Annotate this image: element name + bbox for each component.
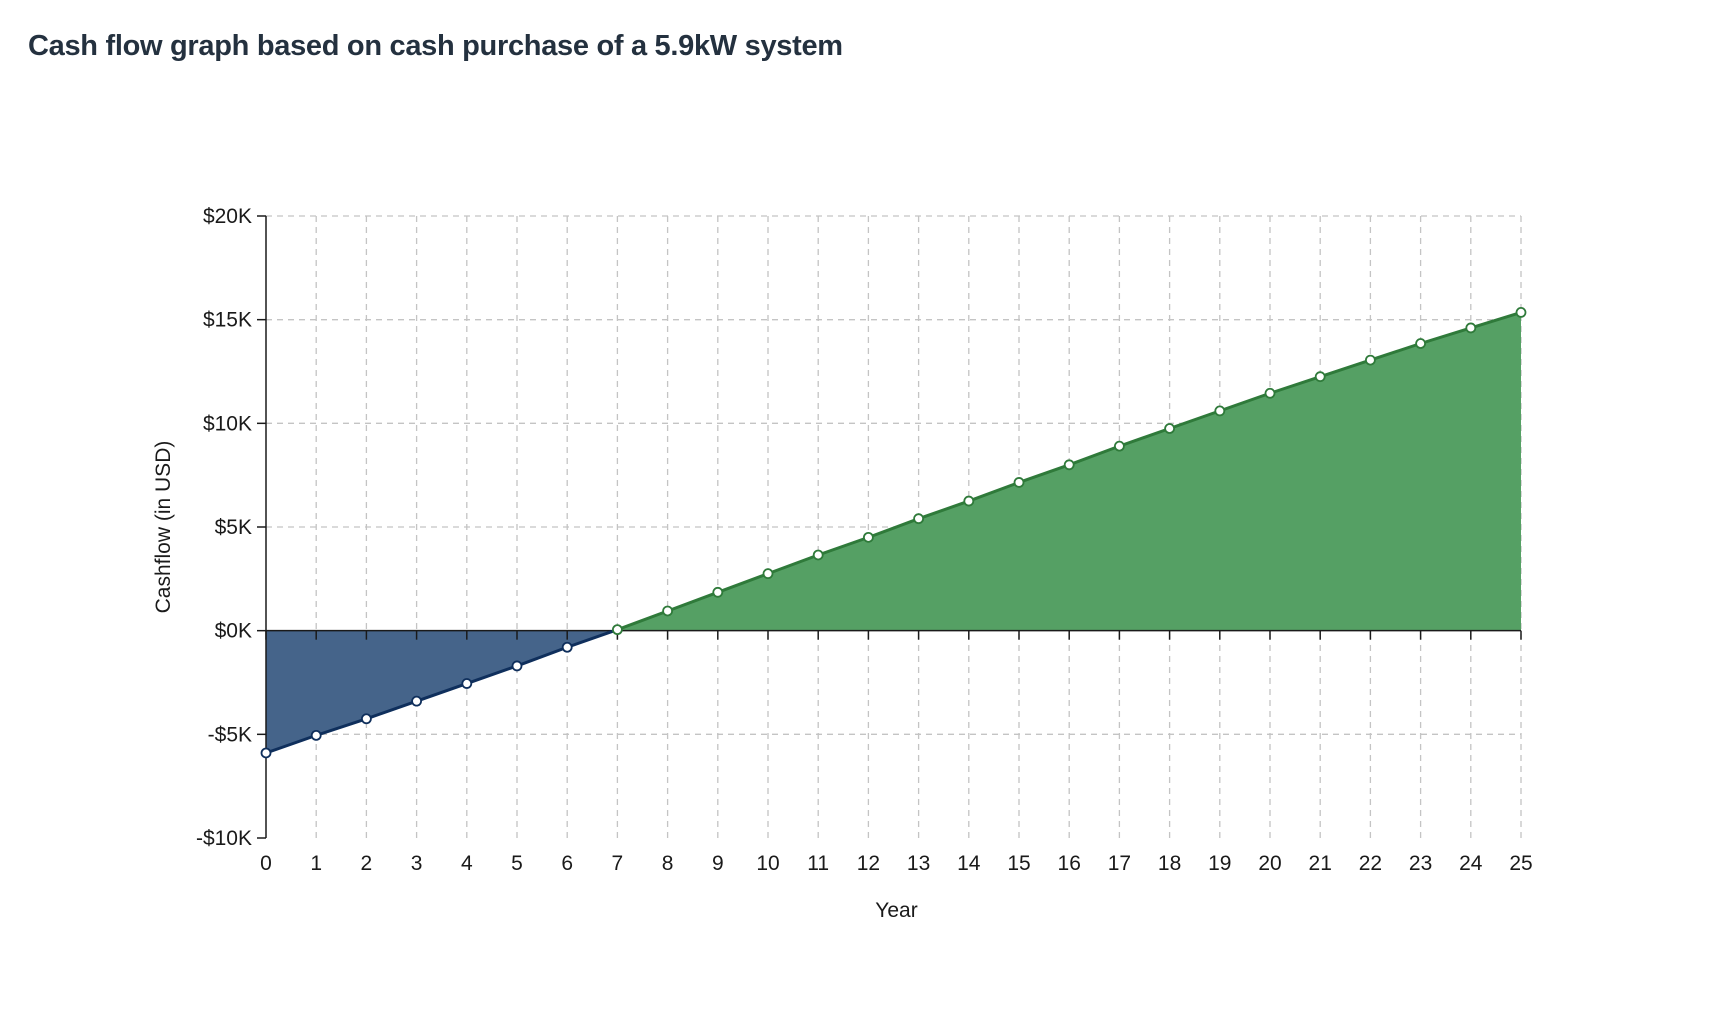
y-tick-label: $0K xyxy=(215,620,252,643)
data-point-year-15[interactable] xyxy=(1013,477,1025,488)
data-point-year-19[interactable] xyxy=(1214,405,1226,417)
data-point-year-0[interactable] xyxy=(260,747,272,759)
x-tick-label: 25 xyxy=(1509,852,1532,875)
y-tick-label: -$10K xyxy=(196,827,252,850)
series-lines xyxy=(265,310,1522,755)
data-point-year-8[interactable] xyxy=(662,605,673,617)
x-tick-label: 18 xyxy=(1158,852,1181,875)
x-tick-label: 10 xyxy=(756,852,779,875)
data-point-year-14[interactable] xyxy=(963,495,975,507)
x-tick-label: 6 xyxy=(561,852,573,875)
x-tick-label: 14 xyxy=(957,852,981,875)
x-tick-label: 22 xyxy=(1359,852,1382,875)
x-tick-label: 1 xyxy=(310,852,322,875)
x-tick-label: 16 xyxy=(1058,852,1081,875)
x-tick-label: 20 xyxy=(1258,852,1281,875)
y-tick-label: $20K xyxy=(203,205,252,228)
y-tick-label: $15K xyxy=(203,309,252,332)
data-point-year-9[interactable] xyxy=(712,586,724,598)
y-tick-label: $5K xyxy=(215,516,252,539)
x-tick-label: 19 xyxy=(1208,852,1231,875)
x-tick-label: 7 xyxy=(612,852,624,875)
data-point-year-5[interactable] xyxy=(511,660,523,672)
negative-cashflow-line xyxy=(265,629,615,755)
data-point-year-24[interactable] xyxy=(1465,322,1477,334)
positive-cashflow-area xyxy=(614,312,1521,631)
x-tick-label: 4 xyxy=(461,852,473,875)
chart-title: Cash flow graph based on cash purchase o… xyxy=(28,30,843,62)
x-tick-label: 24 xyxy=(1459,852,1483,875)
x-tick-label: 17 xyxy=(1108,852,1131,875)
x-tick-label: 9 xyxy=(712,852,724,875)
x-tick-label: 3 xyxy=(411,852,423,875)
data-point-year-4[interactable] xyxy=(461,678,473,689)
x-tick-label: 8 xyxy=(662,852,674,875)
data-point-year-12[interactable] xyxy=(863,531,874,543)
data-point-year-25[interactable] xyxy=(1515,307,1527,318)
data-point-year-11[interactable] xyxy=(812,549,824,561)
y-tick-label: $10K xyxy=(203,412,252,435)
data-point-year-21[interactable] xyxy=(1314,371,1326,383)
y-axis-title: Cashflow (in USD) xyxy=(152,441,175,614)
data-point-year-10[interactable] xyxy=(762,568,774,580)
x-tick-label: 21 xyxy=(1309,852,1332,875)
x-tick-label: 15 xyxy=(1007,852,1030,875)
x-tick-label: 23 xyxy=(1409,852,1432,875)
positive-cashflow-line xyxy=(613,310,1522,633)
axes xyxy=(257,215,1522,839)
data-point-year-13[interactable] xyxy=(913,513,924,525)
data-point-year-20[interactable] xyxy=(1264,387,1276,399)
x-tick-label: 0 xyxy=(260,852,272,875)
data-point-year-2[interactable] xyxy=(360,713,372,725)
y-tick-label: -$5K xyxy=(208,723,252,746)
data-point-year-18[interactable] xyxy=(1164,423,1175,434)
data-point-year-16[interactable] xyxy=(1063,459,1075,471)
data-point-year-3[interactable] xyxy=(411,695,423,707)
data-point-year-1[interactable] xyxy=(310,729,322,741)
data-point-year-22[interactable] xyxy=(1365,354,1376,366)
x-tick-label: 13 xyxy=(907,852,930,875)
x-tick-label: 5 xyxy=(511,852,523,875)
data-point-year-6[interactable] xyxy=(561,641,573,653)
x-tick-label: 11 xyxy=(807,852,829,875)
x-axis-title: Year xyxy=(875,899,917,922)
x-tick-label: 2 xyxy=(361,852,373,875)
data-point-year-17[interactable] xyxy=(1114,440,1125,452)
data-points xyxy=(260,307,1527,759)
data-point-year-23[interactable] xyxy=(1415,338,1426,349)
data-point-year-7[interactable] xyxy=(612,624,623,636)
x-tick-label: 12 xyxy=(857,852,880,875)
